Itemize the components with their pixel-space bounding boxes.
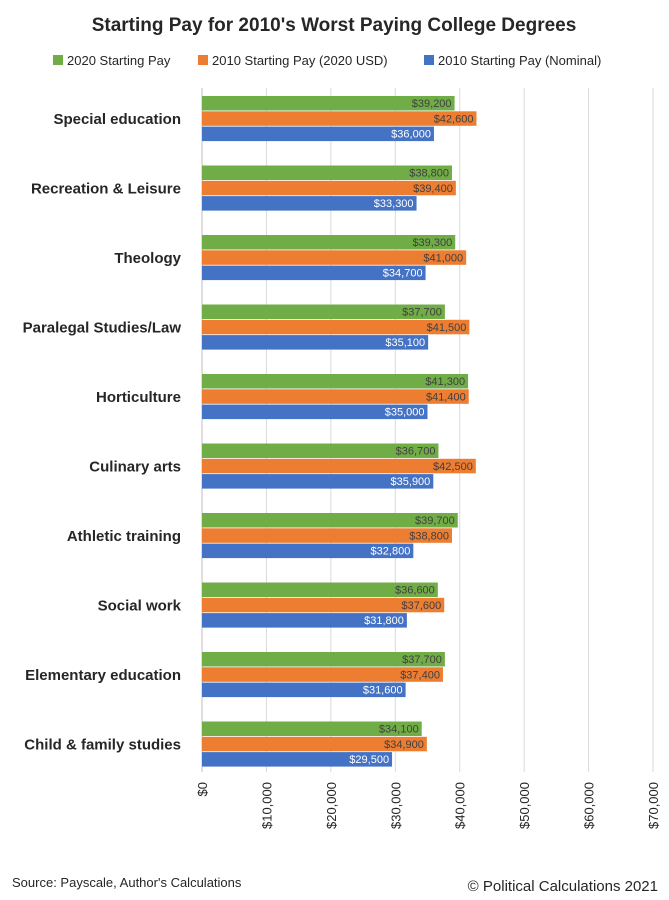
bar-value-label-3-3: $34,700 bbox=[383, 268, 423, 280]
bar-value-label-2-2: $39,400 bbox=[413, 183, 453, 195]
bar-value-label-7-3: $32,800 bbox=[371, 546, 411, 558]
bar-10-2 bbox=[202, 736, 427, 752]
x-tick-label-6: $60,000 bbox=[582, 782, 597, 829]
copyright-note: © Political Calculations 2021 bbox=[468, 878, 658, 895]
category-label-8: Social work bbox=[98, 597, 182, 614]
bar-1-2 bbox=[202, 111, 477, 126]
bar-value-label-8-1: $36,600 bbox=[395, 585, 435, 597]
bar-1-3 bbox=[202, 126, 434, 142]
bar-value-label-10-1: $34,100 bbox=[379, 724, 419, 736]
bar-value-label-8-2: $37,600 bbox=[401, 600, 441, 612]
bar-4-3 bbox=[202, 335, 429, 350]
bar-2-1 bbox=[202, 165, 452, 180]
legend-swatch-1 bbox=[53, 55, 63, 65]
bar-value-label-8-3: $31,800 bbox=[364, 615, 404, 627]
category-label-4: Paralegal Studies/Law bbox=[23, 319, 182, 336]
bar-value-label-9-3: $31,600 bbox=[363, 685, 403, 697]
x-tick-label-7: $70,000 bbox=[646, 782, 661, 829]
bar-value-label-4-1: $37,700 bbox=[402, 307, 442, 319]
category-label-5: Horticulture bbox=[96, 389, 181, 406]
bar-value-label-2-1: $38,800 bbox=[409, 168, 449, 180]
bar-7-3 bbox=[202, 543, 414, 559]
category-label-2: Recreation & Leisure bbox=[31, 180, 181, 197]
bar-value-label-1-1: $39,200 bbox=[412, 98, 452, 110]
bar-value-label-3-2: $41,000 bbox=[423, 252, 463, 264]
bar-9-2 bbox=[202, 667, 443, 682]
bar-value-label-6-3: $35,900 bbox=[391, 476, 431, 488]
category-labels: Special education Recreation & Leisure The… bbox=[23, 111, 182, 754]
bar-value-label-5-3: $35,000 bbox=[385, 407, 425, 419]
legend-label-3: 2010 Starting Pay (Nominal) bbox=[438, 53, 601, 68]
x-tick-label-2: $20,000 bbox=[324, 782, 339, 829]
bar-value-label-9-1: $37,700 bbox=[402, 654, 442, 666]
bar-7-1 bbox=[202, 513, 458, 528]
bar-5-1 bbox=[202, 374, 469, 389]
bar-10-3 bbox=[202, 752, 393, 767]
bar-value-label-1-3: $36,000 bbox=[391, 129, 431, 141]
x-tick-label-3: $30,000 bbox=[388, 782, 403, 829]
bar-value-label-10-3: $29,500 bbox=[349, 754, 389, 766]
bar-value-label-10-2: $34,900 bbox=[384, 739, 424, 751]
legend-swatch-3 bbox=[424, 55, 434, 65]
bar-value-label-4-2: $41,500 bbox=[427, 322, 467, 334]
bar-5-2 bbox=[202, 389, 469, 404]
bar-7-2 bbox=[202, 528, 452, 543]
bar-value-label-4-3: $35,100 bbox=[385, 337, 425, 349]
bar-10-1 bbox=[202, 721, 422, 736]
legend-label-1: 2020 Starting Pay bbox=[67, 53, 171, 68]
bar-3-2 bbox=[202, 250, 467, 265]
bar-1-1 bbox=[202, 96, 455, 111]
bar-value-label-1-2: $42,600 bbox=[434, 113, 474, 125]
bar-4-1 bbox=[202, 304, 445, 319]
legend-label-2: 2010 Starting Pay (2020 USD) bbox=[212, 53, 388, 68]
category-label-3: Theology bbox=[114, 250, 181, 267]
category-label-9: Elementary education bbox=[25, 667, 181, 684]
x-tick-label-4: $40,000 bbox=[453, 782, 468, 829]
bar-5-3 bbox=[202, 404, 428, 420]
bar-8-3 bbox=[202, 613, 407, 628]
bar-value-label-5-2: $41,400 bbox=[426, 391, 466, 403]
bar-3-3 bbox=[202, 265, 426, 281]
legend: 2020 Starting Pay 2010 Starting Pay (2020… bbox=[53, 53, 601, 68]
x-tick-label-5: $50,000 bbox=[517, 782, 532, 829]
legend-swatch-2 bbox=[198, 55, 208, 65]
category-label-6: Culinary arts bbox=[89, 458, 181, 475]
bars: $39,200 $42,600$36,000 $38,800 $39,400 $33,3… bbox=[202, 96, 477, 767]
bar-3-1 bbox=[202, 235, 456, 250]
bar-8-2 bbox=[202, 597, 445, 613]
bar-4-2 bbox=[202, 319, 470, 335]
bar-value-label-3-1: $39,300 bbox=[412, 237, 452, 249]
bar-6-3 bbox=[202, 474, 434, 489]
category-label-1: Special education bbox=[53, 111, 181, 128]
category-label-10: Child & family studies bbox=[24, 736, 181, 753]
bar-value-label-6-2: $42,500 bbox=[433, 461, 473, 473]
bar-value-label-7-1: $39,700 bbox=[415, 515, 455, 527]
bar-9-1 bbox=[202, 652, 445, 667]
bar-value-label-5-1: $41,300 bbox=[425, 376, 465, 388]
bar-9-3 bbox=[202, 682, 406, 698]
bar-value-label-6-1: $36,700 bbox=[396, 446, 436, 458]
bar-6-1 bbox=[202, 443, 439, 458]
bar-value-label-2-3: $33,300 bbox=[374, 198, 414, 210]
bar-value-label-9-2: $37,400 bbox=[400, 669, 440, 681]
x-axis-tick-labels: $0 $10,000 $20,000 $30,000 $40,000 $50,000 $60… bbox=[195, 782, 661, 829]
source-note: Source: Payscale, Author's Calculations bbox=[12, 875, 242, 890]
x-tick-label-1: $10,000 bbox=[259, 782, 274, 829]
bar-6-2 bbox=[202, 458, 476, 474]
bar-8-1 bbox=[202, 582, 438, 597]
category-label-7: Athletic training bbox=[67, 528, 181, 545]
bar-value-label-7-2: $38,800 bbox=[409, 530, 449, 542]
bar-2-3 bbox=[202, 196, 417, 211]
x-tick-label-0: $0 bbox=[195, 782, 210, 796]
bar-2-2 bbox=[202, 180, 456, 196]
chart-title: Starting Pay for 2010's Worst Paying Col… bbox=[92, 15, 577, 36]
